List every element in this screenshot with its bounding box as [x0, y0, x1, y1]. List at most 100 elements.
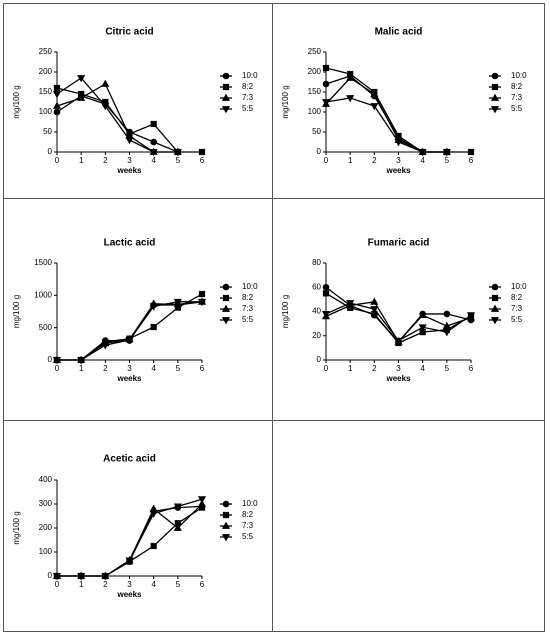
- legend-marker: [222, 294, 230, 302]
- y-tick-label: 100: [308, 107, 322, 116]
- legend-marker: [491, 294, 499, 302]
- data-point: [173, 503, 182, 511]
- x-tick-label: 4: [420, 364, 425, 373]
- y-tick-label: 0: [48, 355, 53, 364]
- data-point: [149, 303, 158, 311]
- legend-marker: [221, 317, 231, 325]
- x-tick-label: 4: [151, 364, 156, 373]
- legend-label: 10:0: [242, 71, 258, 80]
- data-point: [77, 75, 86, 83]
- legend-marker: [221, 106, 231, 114]
- x-tick-label: 6: [469, 156, 474, 165]
- series-line: [56, 77, 178, 153]
- legend-label: 7:3: [511, 304, 523, 313]
- y-axis-label: mg/100 g: [12, 85, 21, 118]
- data-point: [322, 80, 330, 88]
- data-point: [101, 103, 110, 111]
- data-point: [173, 149, 182, 157]
- series-line: [57, 507, 203, 577]
- data-point: [443, 310, 451, 318]
- data-point: [149, 149, 158, 157]
- data-point: [101, 573, 110, 581]
- legend-label: 8:2: [242, 510, 254, 519]
- x-tick-label: 1: [348, 364, 353, 373]
- legend-label: 8:2: [242, 293, 254, 302]
- y-tick-label: 500: [39, 323, 53, 332]
- data-point: [322, 290, 330, 297]
- data-point: [149, 510, 158, 518]
- chart-title: Malic acid: [375, 27, 423, 38]
- data-point: [322, 64, 330, 72]
- data-point: [150, 120, 157, 128]
- x-tick-label: 2: [372, 156, 377, 165]
- data-point: [198, 290, 206, 298]
- x-axis-label: weeks: [116, 590, 142, 599]
- data-point: [370, 89, 379, 97]
- data-point: [149, 504, 158, 512]
- x-tick-label: 3: [127, 364, 132, 373]
- x-tick-label: 4: [151, 156, 156, 165]
- legend-marker: [491, 283, 499, 291]
- legend-marker: [221, 521, 231, 529]
- y-tick-label: 250: [39, 47, 53, 56]
- legend-marker: [222, 72, 230, 80]
- x-tick-label: 5: [176, 156, 181, 165]
- data-point: [150, 323, 157, 331]
- x-axis-label: weeks: [385, 374, 411, 383]
- x-tick-label: 3: [396, 364, 401, 373]
- legend-marker: [491, 83, 499, 91]
- legend-marker: [490, 93, 500, 101]
- data-point: [125, 337, 134, 345]
- data-point: [53, 108, 61, 116]
- y-tick-label: 20: [312, 331, 321, 340]
- data-point: [467, 148, 475, 156]
- series-line: [325, 97, 447, 153]
- legend-marker: [221, 93, 231, 101]
- x-tick-label: 6: [200, 364, 205, 373]
- data-point: [125, 137, 134, 145]
- y-tick-label: 80: [312, 258, 321, 267]
- legend-marker: [221, 534, 231, 542]
- x-axis-label: weeks: [385, 166, 411, 175]
- y-tick-label: 1500: [34, 258, 52, 267]
- frame: [3, 3, 545, 632]
- legend-label: 8:2: [511, 293, 523, 302]
- y-tick-label: 300: [39, 499, 53, 508]
- data-point: [197, 499, 207, 507]
- legend-label: 10:0: [511, 71, 527, 80]
- data-point: [198, 148, 206, 156]
- x-tick-label: 0: [324, 364, 329, 373]
- y-tick-label: 100: [39, 547, 53, 556]
- x-tick-label: 5: [445, 364, 450, 373]
- series-line: [57, 505, 203, 577]
- x-tick-label: 3: [396, 156, 401, 165]
- x-tick-label: 1: [348, 156, 353, 165]
- data-point: [52, 91, 62, 99]
- data-point: [442, 149, 451, 157]
- legend-marker: [222, 83, 230, 91]
- data-point: [321, 99, 331, 107]
- x-tick-label: 1: [79, 364, 84, 373]
- data-point: [394, 139, 403, 147]
- data-point: [442, 321, 451, 329]
- legend-marker: [222, 500, 230, 508]
- x-tick-label: 2: [103, 156, 108, 165]
- y-axis-label: mg/100 g: [12, 295, 21, 328]
- y-tick-label: 0: [317, 355, 322, 364]
- legend-label: 7:3: [242, 304, 254, 313]
- y-axis-label: mg/100 g: [281, 295, 290, 328]
- x-tick-label: 2: [103, 580, 108, 589]
- y-tick-label: 50: [43, 127, 52, 136]
- data-point: [321, 311, 331, 319]
- x-tick-label: 1: [79, 156, 84, 165]
- data-point: [466, 312, 476, 320]
- legend-marker: [490, 317, 500, 325]
- x-tick-label: 1: [79, 580, 84, 589]
- legend-label: 8:2: [242, 82, 254, 91]
- legend-label: 5:5: [242, 104, 254, 113]
- legend-label: 7:3: [242, 521, 254, 530]
- x-tick-label: 4: [151, 580, 156, 589]
- data-point: [197, 496, 207, 504]
- y-tick-label: 250: [308, 47, 322, 56]
